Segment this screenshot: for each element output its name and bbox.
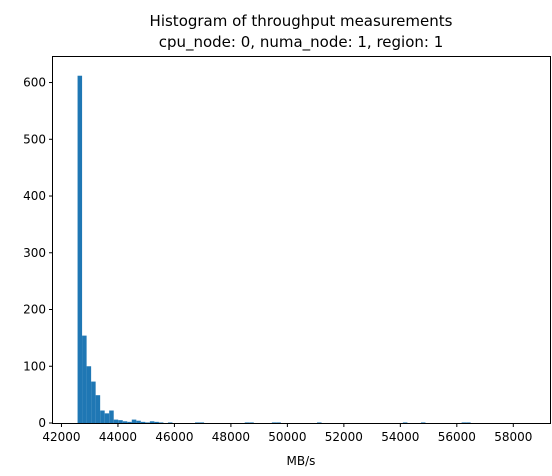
- histogram-bar: [118, 420, 123, 423]
- y-tick-label: 500: [23, 132, 46, 146]
- x-tick-label: 42000: [42, 430, 80, 444]
- chart-title-line-2: cpu_node: 0, numa_node: 1, region: 1: [159, 33, 444, 52]
- histogram-bar: [154, 421, 159, 423]
- histogram-bar: [158, 422, 164, 423]
- histogram-bar: [244, 422, 250, 423]
- histogram-bar: [91, 381, 96, 423]
- histogram-bar: [317, 422, 322, 423]
- x-tick-label: 54000: [381, 430, 419, 444]
- histogram-bar: [77, 75, 83, 423]
- histogram-bar: [140, 421, 146, 423]
- x-tick-label: 44000: [99, 430, 137, 444]
- histogram-bar: [167, 422, 173, 423]
- y-axis-ticks: 0 100 200 300 400 500 600: [23, 76, 53, 430]
- x-tick-label: 50000: [268, 430, 306, 444]
- histogram-bar: [249, 422, 254, 423]
- y-tick-label: 0: [38, 416, 46, 430]
- y-tick-label: 300: [23, 246, 46, 260]
- histogram-bar: [402, 422, 408, 423]
- histogram-bars: [77, 75, 471, 423]
- x-tick-label: 46000: [155, 430, 193, 444]
- histogram-bar: [195, 422, 200, 423]
- y-tick-label: 400: [23, 189, 46, 203]
- x-tick-label: 52000: [325, 430, 363, 444]
- histogram-bar: [276, 422, 281, 423]
- histogram-bar: [122, 421, 128, 423]
- histogram-bar: [271, 422, 277, 423]
- y-tick-label: 200: [23, 303, 46, 317]
- histogram-bar: [199, 422, 205, 423]
- histogram-bar: [145, 422, 150, 423]
- histogram-bar: [100, 410, 105, 423]
- y-tick-label: 600: [23, 76, 46, 90]
- x-tick-label: 58000: [494, 430, 532, 444]
- chart-title-line-1: Histogram of throughput measurements: [150, 12, 453, 30]
- histogram-bar: [82, 335, 87, 423]
- histogram-bar: [149, 421, 155, 423]
- histogram-bar: [136, 420, 141, 423]
- x-tick-label: 48000: [212, 430, 250, 444]
- histogram-bar: [104, 413, 110, 423]
- histogram-bar: [113, 419, 119, 423]
- histogram-bar: [109, 410, 114, 423]
- histogram-bar: [420, 422, 426, 423]
- x-tick-label: 56000: [438, 430, 476, 444]
- histogram-bar: [131, 419, 137, 423]
- histogram-bar: [86, 366, 92, 423]
- histogram-bar: [95, 395, 101, 423]
- histogram-bar: [466, 422, 471, 423]
- x-axis-label: MB/s: [287, 454, 316, 468]
- plot-frame: [52, 56, 551, 424]
- y-tick-label: 100: [23, 359, 46, 373]
- histogram-bar: [127, 421, 132, 423]
- x-axis-ticks: 42000 44000 46000 48000 50000 52000 54000 56000…: [42, 423, 532, 444]
- histogram-bar: [461, 422, 467, 423]
